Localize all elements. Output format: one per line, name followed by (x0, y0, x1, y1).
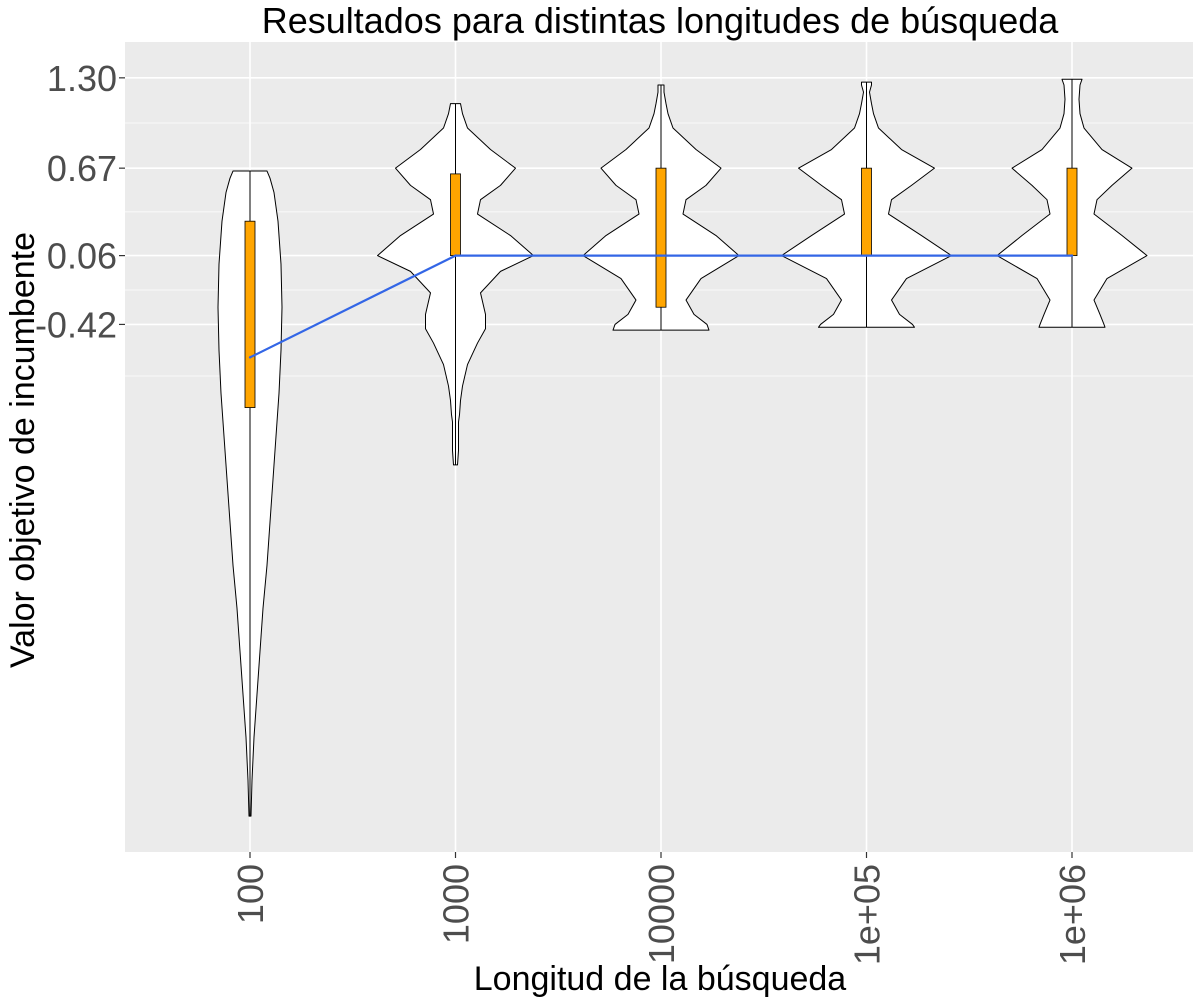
box-100 (244, 220, 256, 408)
y-ticks: -0.42 0.06 0.67 1.30 (35, 58, 125, 345)
box-1e+06 (1066, 167, 1078, 257)
y-tick-label: 1.30 (47, 58, 117, 99)
y-tick-label: 0.67 (47, 148, 117, 189)
median-path (248, 254, 1074, 359)
x-tick-label: 100 (230, 864, 271, 924)
x-tick-label: 10000 (641, 864, 682, 964)
box-1000 (450, 173, 461, 257)
x-axis-title: Longitud de la búsqueda (474, 960, 847, 998)
median-point-100 (248, 356, 252, 359)
y-tick-label: 0.06 (47, 236, 117, 277)
median-point-1e+05 (865, 254, 868, 257)
median-point-1000 (454, 254, 457, 257)
x-tick-label: 1e+06 (1052, 864, 1093, 965)
x-ticks: 100 1000 10000 1e+05 1e+06 (230, 852, 1093, 965)
box-10000 (655, 167, 667, 308)
chart-title: Resultados para distintas longitudes de … (262, 0, 1060, 41)
x-tick-label: 1e+05 (847, 864, 888, 965)
y-axis-title: Valor objetivo de incumbente (4, 232, 42, 668)
x-tick-label: 1000 (436, 864, 477, 944)
y-tick-label: -0.42 (35, 304, 117, 345)
median-point-1e+06 (1070, 254, 1074, 257)
box-1e+05 (861, 167, 872, 257)
median-point-10000 (659, 254, 663, 257)
